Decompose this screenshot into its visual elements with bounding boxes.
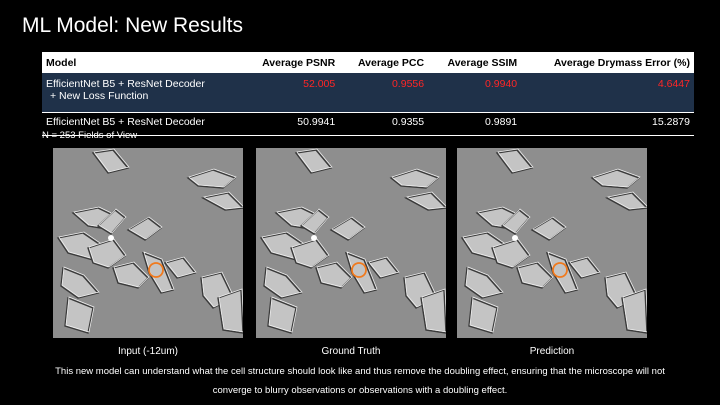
cell-ssim: 0.9940: [428, 73, 522, 113]
description-line-2: converge to blurry observations or obser…: [212, 385, 508, 396]
prediction-caption: Prediction: [529, 346, 575, 357]
description-line-1: This new model can understand what the c…: [55, 366, 665, 377]
table-header-row: Model Average PSNR Average PCC Average S…: [42, 52, 694, 73]
highlight-circle: [351, 262, 367, 278]
header-ssim: Average SSIM: [447, 56, 518, 69]
cell-pcc: 0.9556: [339, 73, 429, 113]
cell-microscopy-image: [457, 148, 647, 338]
cell-drymass: 4.6447: [521, 73, 694, 113]
model-name-line2: + New Loss Function: [50, 90, 149, 102]
table-row-new-model: EfficientNet B5 + ResNet Decoder + New L…: [42, 73, 694, 113]
cell-psnr: 50.9941: [241, 112, 340, 136]
input-caption: Input (-12um): [117, 346, 179, 357]
slide-title: ML Model: New Results: [22, 14, 243, 37]
cell-microscopy-image: [53, 148, 243, 338]
header-model: Model: [46, 56, 77, 69]
results-table: Model Average PSNR Average PCC Average S…: [42, 52, 694, 136]
header-drymass: Average Drymass Error (%): [553, 56, 690, 69]
cell-pcc: 0.9355: [339, 112, 429, 136]
cell-model: EfficientNet B5 + ResNet Decoder: [42, 112, 242, 136]
model-name-line1: EfficientNet B5 + ResNet Decoder: [46, 78, 205, 90]
highlight-circle: [148, 262, 164, 278]
header-psnr: Average PSNR: [262, 56, 336, 69]
cell-microscopy-image: [256, 148, 446, 338]
fields-of-view-note: N = 253 Fields of View: [42, 130, 138, 141]
highlight-circle: [552, 262, 568, 278]
cell-drymass: 15.2879: [521, 112, 694, 136]
prediction-image: [457, 148, 647, 338]
cell-psnr: 52.005: [241, 73, 340, 113]
input-image: [53, 148, 243, 338]
header-pcc: Average PCC: [357, 56, 425, 69]
cell-model: EfficientNet B5 + ResNet Decoder + New L…: [42, 73, 242, 113]
cell-ssim: 0.9891: [428, 112, 522, 136]
ground-truth-caption: Ground Truth: [321, 346, 381, 357]
ground-truth-image: [256, 148, 446, 338]
table-row-baseline-model: EfficientNet B5 + ResNet Decoder 50.9941…: [42, 112, 694, 136]
description-text: This new model can understand what the c…: [40, 362, 680, 400]
